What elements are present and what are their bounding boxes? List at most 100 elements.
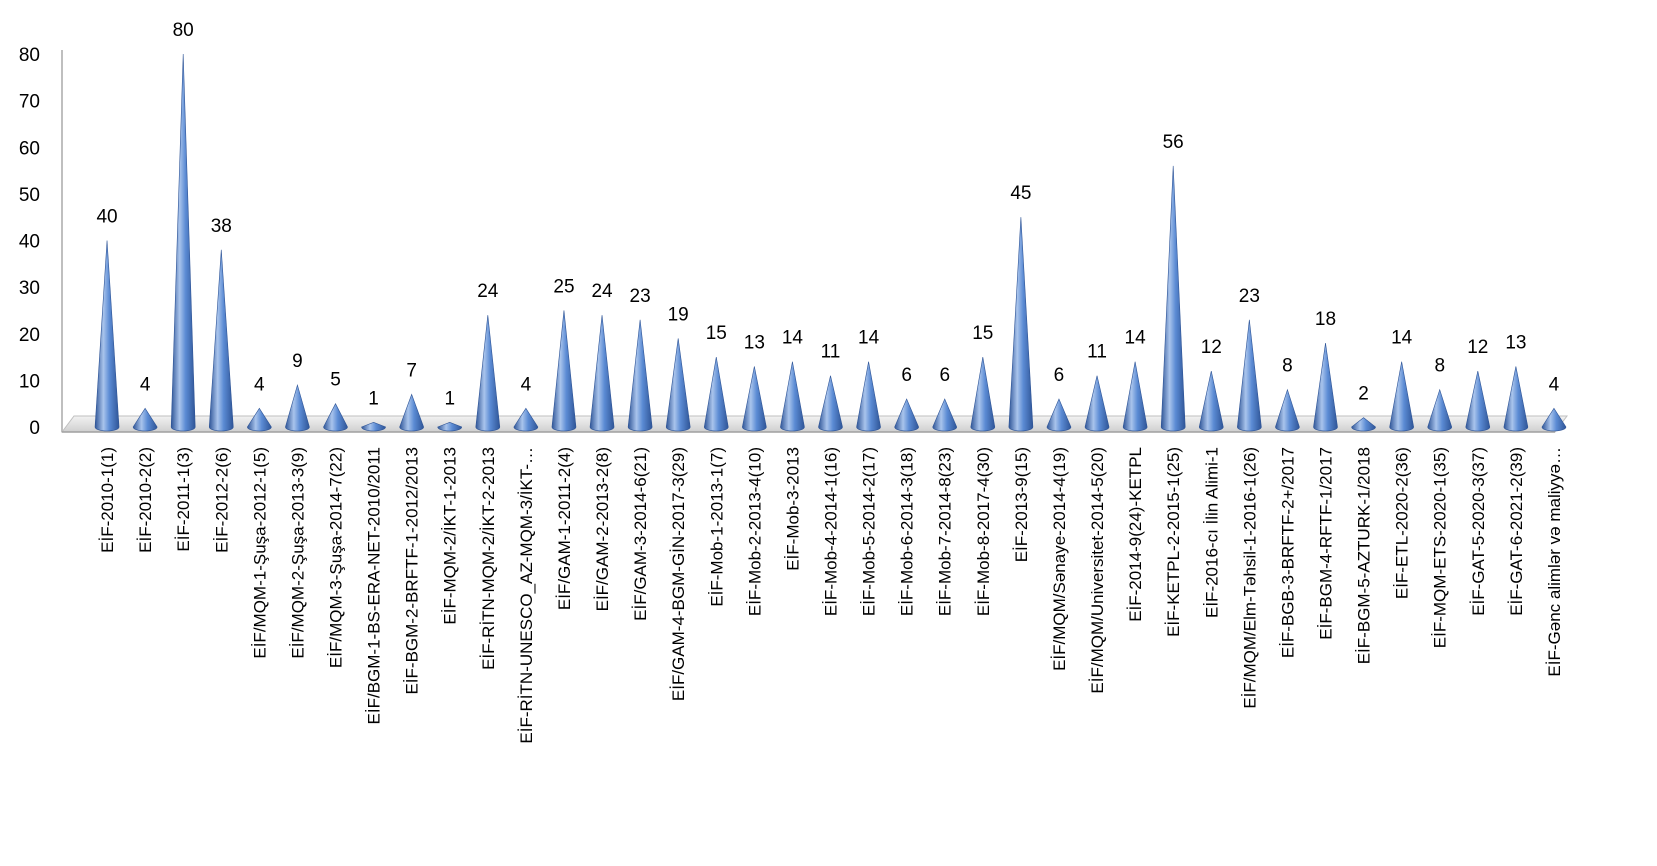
category-label: EİF/MQM-1-Şuşa-2012-1(5)	[250, 447, 269, 659]
cone-bar	[932, 398, 958, 432]
category-label: EİF-Mob-3-2013	[783, 447, 802, 571]
category-label: EİF/MQM/Universitet-2014-5(20)	[1088, 447, 1107, 694]
data-label: 13	[1505, 332, 1526, 353]
category-label: EİF-MQM-ETS-2020-1(35)	[1431, 447, 1450, 648]
y-axis-ticks: 0 10 20 30 40 50 60 70 80	[19, 45, 40, 439]
category-label: EİF-Mob-2-2013-4(10)	[745, 447, 764, 616]
category-label: EİF-BGM-5-AZTURK-1/2018	[1355, 447, 1374, 664]
category-label: EİF-BGB-3-BRFTF-2+/2017	[1278, 447, 1297, 658]
cone-bar	[132, 407, 158, 432]
category-label: EİF-RİTN-MQM-2/İKT-2-2013	[479, 447, 498, 670]
data-label: 23	[630, 286, 651, 307]
cone-bar	[361, 422, 386, 432]
cone-bar	[513, 407, 539, 432]
category-label: EİF-Mob-6-2014-3(18)	[898, 447, 917, 616]
data-label: 2	[1358, 384, 1369, 405]
cone-bar	[742, 366, 767, 432]
axes	[61, 50, 1568, 433]
category-label: EİF-2010-1(1)	[98, 447, 117, 553]
cone-bar	[1427, 388, 1453, 432]
cone-bar	[1351, 417, 1376, 432]
category-label: EİF-Mob-5-2014-2(17)	[860, 447, 879, 616]
category-label: EİF-GAT-6-2021-2(39)	[1507, 447, 1526, 616]
category-label: EİF/GAM-1-2011-2(4)	[555, 447, 574, 610]
category-label: EİF-2011-1(3)	[174, 447, 193, 552]
cone-bar	[1008, 217, 1034, 432]
cone-bar	[665, 338, 691, 432]
category-label: EİF-2014-9(24)-KETPL	[1126, 447, 1145, 622]
data-label: 7	[406, 360, 417, 381]
y-tick-label: 10	[19, 371, 40, 392]
y-tick-label: 80	[19, 45, 40, 66]
category-label: EİF/MQM/Elm-Təhsil-1-2016-1(26)	[1240, 447, 1259, 709]
cone-bar	[856, 361, 881, 432]
cone-bar	[894, 398, 919, 432]
data-label: 15	[972, 323, 993, 344]
data-label: 12	[1467, 337, 1488, 358]
y-tick-label: 20	[19, 325, 40, 346]
data-label: 4	[140, 374, 151, 395]
category-label: EİF-Mob-4-2014-1(16)	[822, 447, 841, 616]
category-label: EİF-2013-9(15)	[1012, 447, 1031, 562]
data-label: 38	[211, 216, 232, 237]
cone-bar	[551, 310, 577, 432]
cone-bar	[1237, 319, 1262, 432]
category-label: EİF/GAM-2-2013-2(8)	[593, 447, 612, 611]
cone-bar	[399, 393, 424, 432]
y-tick-label: 0	[29, 418, 40, 439]
cone-bar	[1541, 407, 1567, 432]
data-label: 8	[1434, 356, 1445, 377]
category-label: EİF-RİTN-UNESCO_AZ-MQM-3/İKT-…	[517, 447, 536, 744]
cone-bar	[323, 403, 348, 432]
cone-bar	[1160, 165, 1186, 432]
data-label: 45	[1010, 183, 1031, 204]
data-label: 6	[1054, 365, 1065, 386]
category-label: EİF-MQM-2/İKT-1-2013	[441, 447, 460, 625]
data-label: 80	[173, 20, 194, 41]
y-tick-label: 50	[19, 185, 40, 206]
cone-bar	[170, 53, 196, 432]
category-label: EİF-BGM-4-RFTF-1/2017	[1317, 447, 1336, 640]
y-tick-label: 70	[19, 92, 40, 113]
data-label: 1	[368, 388, 379, 409]
data-label: 56	[1163, 132, 1184, 153]
data-label: 6	[901, 365, 912, 386]
cone-bar	[437, 422, 463, 432]
cone-bar	[703, 357, 729, 432]
data-label: 4	[254, 374, 265, 395]
data-label: 8	[1282, 356, 1293, 377]
data-label: 1	[444, 388, 455, 409]
cone-bar	[1198, 370, 1224, 432]
cone-bar	[208, 249, 234, 432]
cone-bar	[1084, 375, 1110, 432]
cone-bar	[94, 240, 120, 432]
category-label: EİF/MQM-2-Şuşa-2013-3(9)	[288, 447, 307, 659]
data-label: 18	[1315, 309, 1336, 330]
data-label: 14	[858, 328, 880, 349]
category-label: EİF-KETPL-2-2015-1(25)	[1164, 447, 1183, 637]
cone-bar	[1046, 398, 1072, 432]
cone-bar	[1122, 361, 1148, 432]
category-label: EİF-GAT-5-2020-3(37)	[1469, 447, 1488, 616]
data-label: 9	[292, 351, 303, 372]
y-tick-label: 60	[19, 138, 40, 159]
category-label: EİF-Mob-8-2017-4(30)	[974, 447, 993, 616]
data-label: 6	[939, 365, 950, 386]
category-label: EİF-ETL-2020-2(36)	[1393, 447, 1412, 599]
category-label: EİF-Gənc alimlər və maliyyə…	[1545, 447, 1564, 677]
cone-bar	[475, 315, 501, 432]
category-label: EİF-Mob-7-2014-8(23)	[936, 447, 955, 616]
cone-bar	[627, 319, 653, 432]
cone-bar	[285, 383, 310, 432]
cone-bar	[1275, 388, 1300, 432]
data-label: 15	[706, 323, 727, 344]
data-label: 12	[1201, 337, 1222, 358]
data-label: 4	[1549, 374, 1560, 395]
category-label: EİF/BGM-1-BS-ERA-NET-2010/2011	[365, 447, 384, 724]
cone-bar	[1503, 366, 1529, 432]
y-tick-label: 30	[19, 278, 40, 299]
category-label: EİF/GAM-3-2014-6(21)	[631, 447, 650, 621]
data-label: 5	[330, 370, 341, 391]
